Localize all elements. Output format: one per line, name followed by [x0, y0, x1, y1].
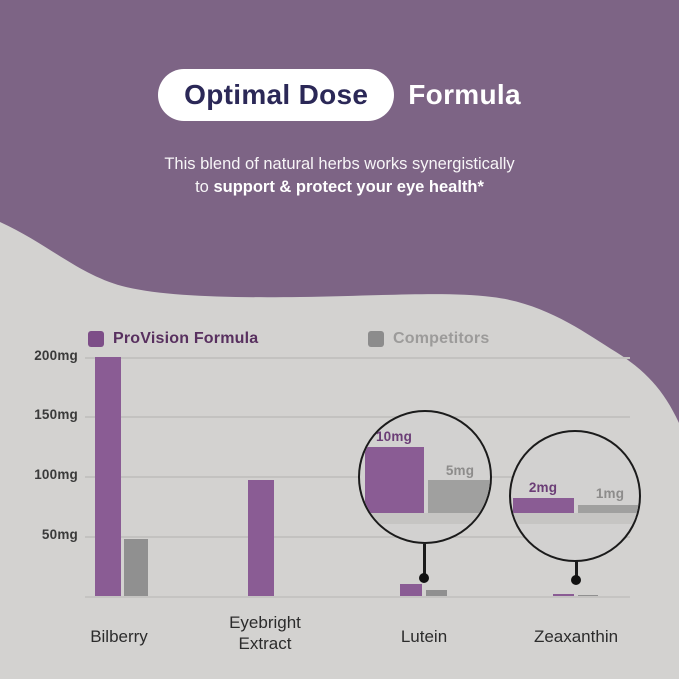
page-title: Optimal Dose Formula: [0, 69, 679, 121]
bar-lutein-competitor: [426, 590, 447, 596]
zeaxanthin-competitor-value-label: 1mg: [595, 486, 625, 501]
gridline-150mg: [85, 416, 630, 418]
lutein-magnifier-circle: 10mg 5mg: [358, 410, 492, 544]
lutein-magnifier-baseline: [360, 513, 490, 524]
subtitle-line1: This blend of natural herbs works synerg…: [164, 155, 515, 173]
zeaxanthin-magnifier-circle: 2mg 1mg: [509, 430, 641, 562]
y-tick-150mg: 150mg: [34, 407, 78, 422]
x-axis-line: [85, 596, 630, 598]
lutein-provision-value-label: 10mg: [375, 429, 413, 444]
provision-swatch-icon: [88, 331, 104, 347]
subtitle-line2-prefix: to: [195, 178, 209, 196]
subtitle-line2-bold: support & protect your eye health*: [213, 178, 484, 196]
lutein-competitor-value-label: 5mg: [445, 463, 475, 478]
x-label-eyebright: Eyebright Extract: [229, 613, 301, 653]
gridline-100mg: [85, 476, 630, 478]
bar-zeaxanthin-provision: [553, 593, 574, 596]
lutein-magnifier-stem: [423, 544, 426, 575]
bar-zeaxanthin-competitor: [578, 594, 598, 596]
x-label-lutein: Lutein: [400, 627, 448, 646]
legend-item-provision: ProVision Formula: [88, 330, 258, 348]
zeaxanthin-magnifier-stem: [575, 560, 578, 578]
zeaxanthin-magnified-provision-bar: [513, 498, 574, 513]
zeaxanthin-magnifier-dot: [571, 575, 581, 585]
bar-bilberry-provision: [95, 357, 121, 596]
y-tick-50mg: 50mg: [41, 527, 78, 542]
legend-competitors-label: Competitors: [393, 330, 490, 347]
x-label-bilberry: Bilberry: [90, 627, 148, 646]
lutein-magnified-provision-bar: [365, 447, 424, 513]
y-tick-100mg: 100mg: [34, 467, 78, 482]
x-label-zeaxanthin: Zeaxanthin: [533, 627, 619, 646]
gridline-200mg: [85, 357, 630, 359]
bar-eyebright-provision: [248, 480, 274, 596]
zeaxanthin-provision-value-label: 2mg: [528, 480, 558, 495]
lutein-magnified-competitor-bar: [428, 480, 490, 513]
zeaxanthin-magnified-competitor-bar: [578, 505, 639, 513]
legend-provision-label: ProVision Formula: [113, 330, 259, 347]
title-badge: Optimal Dose: [158, 69, 395, 121]
lutein-magnifier-dot: [419, 573, 429, 583]
title-badge-label: Optimal Dose: [184, 79, 369, 110]
bar-lutein-provision: [400, 584, 422, 596]
y-tick-200mg: 200mg: [34, 348, 78, 363]
title-suffix: Formula: [408, 79, 521, 110]
bar-bilberry-competitor: [124, 538, 148, 596]
zeaxanthin-magnifier-baseline: [511, 513, 639, 524]
gridline-50mg: [85, 536, 630, 538]
subtitle: This blend of natural herbs works synerg…: [0, 153, 679, 199]
competitors-swatch-icon: [368, 331, 384, 347]
legend-item-competitors: Competitors: [368, 330, 489, 348]
